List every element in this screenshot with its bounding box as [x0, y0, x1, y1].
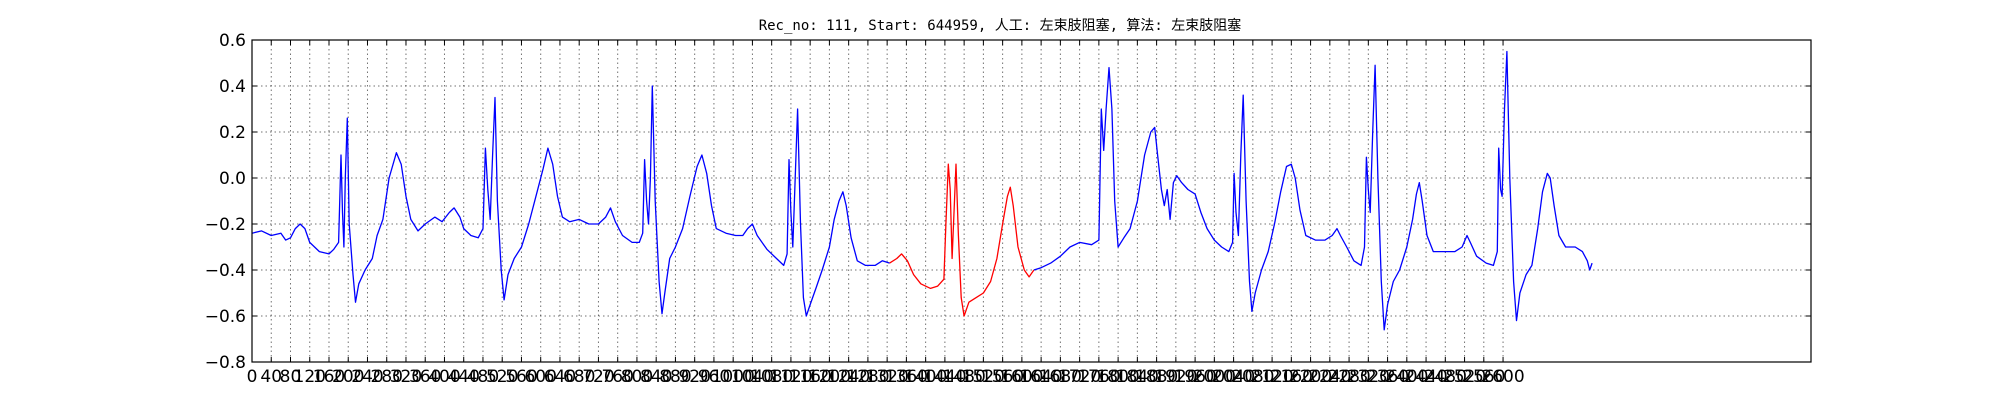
- y-tick-label: −0.6: [205, 307, 246, 327]
- x-tick-label: 680: [563, 367, 595, 387]
- x-tick-label: 1520: [962, 367, 1005, 387]
- x-tick-label: 280: [371, 367, 403, 387]
- x-tick-label: 1960: [1173, 367, 1216, 387]
- x-tick-label: 1040: [731, 367, 774, 387]
- series-group: [251, 50, 1593, 331]
- x-tick-label: 800: [621, 367, 653, 387]
- x-tick-label: 1360: [885, 367, 928, 387]
- y-tick-label: −0.4: [205, 261, 246, 281]
- x-tick-label: 1680: [1039, 367, 1082, 387]
- x-tick-label: 1080: [750, 367, 793, 387]
- x-tick-label: 1920: [1154, 367, 1197, 387]
- x-tick-label: 1440: [923, 367, 966, 387]
- x-tick-label: 2240: [1308, 367, 1351, 387]
- series-line-2: [889, 163, 1035, 317]
- x-tick-label: 2200: [1289, 367, 1332, 387]
- x-tick-label: 2560: [1462, 367, 1505, 387]
- x-tick-label: 1840: [1116, 367, 1159, 387]
- x-tick-label: 1120: [769, 367, 812, 387]
- x-tick-label: 2360: [1366, 367, 1409, 387]
- x-tick-label: 2520: [1443, 367, 1486, 387]
- x-tick-label: 1720: [1058, 367, 1101, 387]
- y-tick-label: 0.4: [219, 77, 246, 97]
- x-tick-label: 1200: [808, 367, 851, 387]
- x-tick-label: 1240: [827, 367, 870, 387]
- x-tick-label: 2040: [1212, 367, 1255, 387]
- x-tick-label: 400: [428, 367, 460, 387]
- x-tick-label: 2400: [1385, 367, 1428, 387]
- x-tick-label: 0: [247, 367, 258, 387]
- x-tick-label: 600: [524, 367, 556, 387]
- plot-frame: [251, 39, 1812, 363]
- x-tick-label: 720: [582, 367, 614, 387]
- x-tick-label: 2000: [1193, 367, 1236, 387]
- x-tick-label: 200: [332, 367, 364, 387]
- series-line-3: [1033, 50, 1593, 331]
- y-tick-label: 0.0: [219, 169, 246, 189]
- x-tick-label: 880: [659, 367, 691, 387]
- x-tick-label: 2320: [1347, 367, 1390, 387]
- x-tick-label: 2440: [1404, 367, 1447, 387]
- x-tick-label: 1760: [1077, 367, 1120, 387]
- ticks: 0 408012016020024028032036040044048052056…: [205, 31, 1811, 387]
- x-tick-label: 520: [486, 367, 518, 387]
- x-tick-label: 560: [505, 367, 537, 387]
- x-tick-label: 1280: [846, 367, 889, 387]
- x-tick-label: 160: [313, 367, 345, 387]
- y-tick-label: −0.2: [205, 215, 246, 235]
- x-tick-label: 1160: [789, 367, 832, 387]
- series-line-1: [251, 85, 890, 317]
- x-tick-label: 760: [601, 367, 633, 387]
- x-tick-label: 1000: [712, 367, 755, 387]
- x-tick-label: 1800: [1096, 367, 1139, 387]
- x-tick-label: 960: [698, 367, 730, 387]
- grid: [252, 40, 1811, 362]
- x-tick-label: 840: [640, 367, 672, 387]
- x-tick-label: 360: [409, 367, 441, 387]
- y-tick-label: 0.6: [219, 31, 246, 51]
- x-tick-label: 2480: [1424, 367, 1467, 387]
- x-tick-label: 440: [447, 367, 479, 387]
- x-tick-label: 2080: [1231, 367, 1274, 387]
- x-tick-label: 2160: [1270, 367, 1313, 387]
- x-tick-label: 40: [260, 367, 282, 387]
- x-tick-label: 1880: [1135, 367, 1178, 387]
- x-tick-label: 2600: [1481, 367, 1524, 387]
- x-tick-label: 640: [544, 367, 576, 387]
- x-tick-label: 1400: [904, 367, 947, 387]
- x-tick-label: 1560: [981, 367, 1024, 387]
- x-tick-label: 480: [467, 367, 499, 387]
- y-tick-label: −0.8: [205, 353, 246, 373]
- x-tick-label: 320: [390, 367, 422, 387]
- x-tick-label: 2120: [1250, 367, 1293, 387]
- x-tick-label: 240: [351, 367, 383, 387]
- y-tick-label: 0.2: [219, 123, 246, 143]
- x-tick-label: 1480: [943, 367, 986, 387]
- x-tick-label: 2280: [1327, 367, 1370, 387]
- x-tick-label: 1640: [1019, 367, 1062, 387]
- chart-title: Rec_no: 111, Start: 644959, 人工: 左束肢阻塞, 算…: [759, 17, 1242, 34]
- x-tick-label: 920: [678, 367, 710, 387]
- x-tick-label: 120: [294, 367, 326, 387]
- x-tick-label: 80: [280, 367, 302, 387]
- x-tick-label: 1600: [1000, 367, 1043, 387]
- x-tick-label: 1320: [866, 367, 909, 387]
